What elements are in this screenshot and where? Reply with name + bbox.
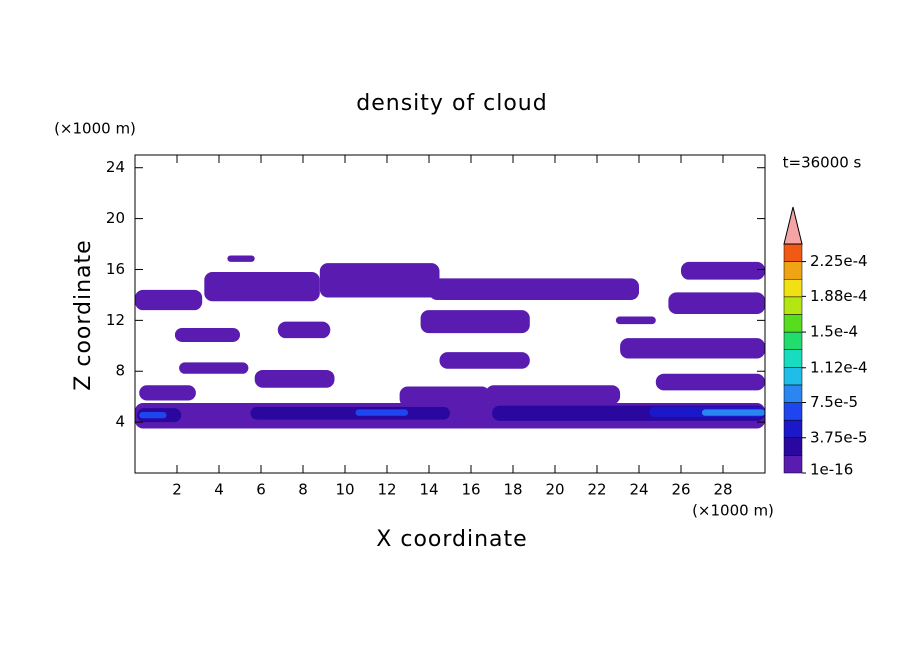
x-tick-label: 24 [629,481,648,499]
x-tick-label: 12 [377,481,396,499]
cloud-region [681,261,765,280]
colorbar-band [783,384,803,403]
y-tick-label: 24 [106,158,125,176]
x-tick-label: 28 [713,481,732,499]
colorbar-band [783,349,803,368]
colorbar-tick-label: 7.5e-5 [810,393,858,411]
colorbar-tick-label: 1.12e-4 [810,358,868,376]
colorbar-band [783,367,803,386]
y-tick-label: 20 [106,209,125,227]
cloud-region [485,385,621,405]
colorbar-extend [783,206,803,245]
colorbar-tick-label: 1.5e-4 [810,323,858,341]
colorbar-tick-label: 3.75e-5 [810,428,868,446]
x-tick-label: 26 [671,481,690,499]
colorbar-tick-label: 2.25e-4 [810,252,868,270]
colorbar-band [783,419,803,439]
y-tick-label: 8 [115,362,125,380]
x-tick-label: 22 [587,481,606,499]
colorbar-band [783,261,803,280]
cloud-region [399,386,490,407]
cloud-region [355,409,408,416]
y-tick-label: 4 [115,413,125,431]
cloud-region [179,362,249,374]
colorbar-band [783,314,803,333]
cloud-region [319,263,440,298]
x-tick-label: 4 [214,481,224,499]
colorbar-band [783,331,803,350]
colorbar-band [783,296,803,315]
cloud-region [174,327,240,342]
x-unit: (×1000 m) [692,502,774,520]
colorbar-tick-label: 1.88e-4 [810,287,868,305]
cloud-region [277,321,331,339]
colorbar-band [783,243,803,262]
time-label: t=36000 s [783,154,862,172]
cloud-region [668,292,765,314]
cloud-region [620,338,765,359]
cloud-region [250,406,450,420]
cloud-region [439,352,530,369]
x-tick-label: 20 [545,481,564,499]
x-tick-label: 16 [461,481,480,499]
cloud-region [135,289,203,311]
cloud-region [615,316,656,325]
cloud-region [702,409,765,416]
cloud-region [429,278,639,301]
cloud-region [139,385,196,401]
y-unit: (×1000 m) [54,120,136,138]
y-axis-label: Z coordinate [71,239,96,390]
x-tick-label: 8 [298,481,308,499]
y-tick-label: 16 [106,260,125,278]
chart-title: density of cloud [356,91,547,116]
x-tick-label: 2 [172,481,182,499]
x-axis-label: X coordinate [376,527,527,552]
y-tick-label: 12 [106,311,125,329]
colorbar-tick-label: 1e-16 [810,461,853,479]
cloud-region [655,373,765,391]
x-tick-label: 10 [335,481,354,499]
colorbar-band [783,455,803,474]
cloud-region [254,369,335,388]
colorbar-band [783,402,803,421]
cloud-region [420,310,530,334]
plot-frame [134,154,766,474]
x-tick-label: 6 [256,481,266,499]
colorbar-band [783,437,803,456]
x-tick-label: 18 [503,481,522,499]
cloud-region [204,272,320,302]
cloud-region [139,411,167,419]
x-tick-label: 14 [419,481,438,499]
colorbar-band [783,278,803,298]
cloud-region [227,255,255,262]
